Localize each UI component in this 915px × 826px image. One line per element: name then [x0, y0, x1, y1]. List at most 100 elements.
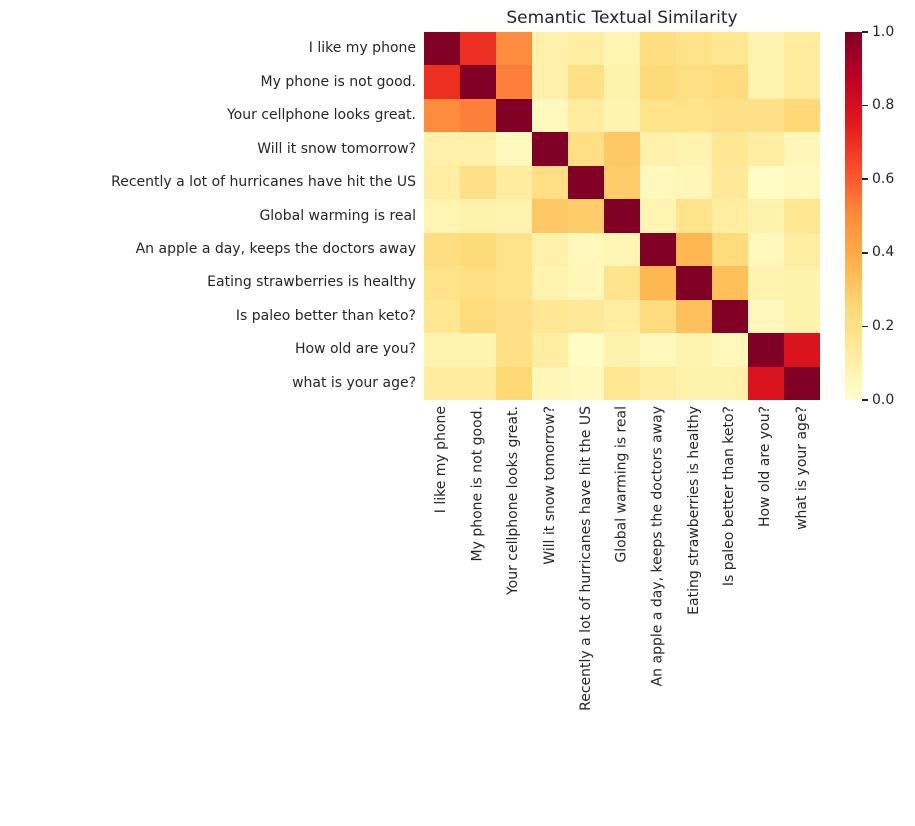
heatmap-cell	[496, 232, 532, 267]
heatmap-cell	[784, 333, 820, 367]
colorbar-tick	[862, 104, 868, 107]
heatmap-cell	[784, 199, 820, 233]
heatmap-cell	[676, 32, 712, 66]
heatmap-cell	[532, 366, 568, 400]
heatmap-cell	[424, 98, 460, 133]
heatmap-cell	[496, 98, 532, 133]
heatmap-cell	[568, 132, 604, 166]
heatmap-cell	[460, 65, 496, 99]
heatmap-cell	[424, 165, 460, 200]
heatmap-cell	[676, 333, 712, 367]
x-tick-label: Recently a lot of hurricanes have hit th…	[577, 406, 594, 711]
heatmap-cell	[676, 199, 712, 233]
colorbar-tick	[862, 31, 868, 33]
x-tick-label: My phone is not good.	[469, 406, 486, 562]
heatmap-cell	[424, 132, 460, 166]
heatmap-cell	[676, 165, 712, 200]
colorbar-tick-label: 0.4	[872, 244, 895, 261]
heatmap-cell	[604, 165, 640, 200]
heatmap-cell	[640, 199, 676, 233]
heatmap-cell	[424, 366, 460, 400]
heatmap-cell	[784, 232, 820, 267]
heatmap-cell	[712, 266, 748, 300]
heatmap-cell	[568, 32, 604, 66]
y-tick-label: How old are you?	[294, 341, 416, 358]
heatmap-cell	[496, 299, 532, 334]
colorbar-tick	[862, 399, 868, 401]
heatmap-cell	[532, 98, 568, 133]
heatmap-cell	[748, 199, 784, 233]
heatmap-cell	[748, 65, 784, 99]
heatmap-cell	[676, 299, 712, 334]
heatmap-cell	[532, 165, 568, 200]
heatmap-cell	[496, 165, 532, 200]
heatmap-cell	[424, 232, 460, 267]
y-tick-label: My phone is not good.	[260, 73, 416, 90]
heatmap-cell	[532, 32, 568, 66]
y-tick-label: Recently a lot of hurricanes have hit th…	[111, 174, 416, 191]
x-tick-label: I like my phone	[433, 406, 450, 514]
heatmap-cell	[604, 232, 640, 267]
heatmap-cell	[640, 32, 676, 66]
heatmap-cell	[496, 266, 532, 300]
heatmap-cell	[460, 132, 496, 166]
heatmap-cell	[532, 132, 568, 166]
y-tick-label: what is your age?	[292, 374, 416, 391]
heatmap-cell	[712, 333, 748, 367]
heatmap-cell	[604, 65, 640, 99]
heatmap-cell	[748, 32, 784, 66]
heatmap-cell	[460, 165, 496, 200]
heatmap-cell	[532, 266, 568, 300]
colorbar-tick	[862, 252, 868, 254]
heatmap-cell	[424, 299, 460, 334]
heatmap-cell	[496, 366, 532, 400]
heatmap-cell	[784, 266, 820, 300]
heatmap-cell	[784, 32, 820, 66]
heatmap-cell	[640, 65, 676, 99]
y-tick-label: Eating strawberries is healthy	[207, 274, 416, 291]
heatmap-cell	[640, 366, 676, 400]
y-tick-label: I like my phone	[308, 40, 416, 57]
heatmap-cell	[460, 232, 496, 267]
heatmap-cell	[532, 333, 568, 367]
colorbar	[845, 32, 862, 400]
heatmap-cell	[712, 232, 748, 267]
heatmap-cell	[640, 165, 676, 200]
heatmap-cell	[784, 366, 820, 400]
heatmap-cell	[496, 199, 532, 233]
heatmap-cell	[496, 65, 532, 99]
heatmap-cell	[568, 165, 604, 200]
heatmap-cell	[676, 132, 712, 166]
heatmap-cell	[784, 299, 820, 334]
heatmap-cell	[532, 232, 568, 267]
colorbar-tick-label: 1.0	[872, 23, 895, 40]
heatmap-cell	[604, 333, 640, 367]
heatmap-cell	[712, 32, 748, 66]
heatmap-cell	[640, 266, 676, 300]
colorbar-tick-label: 0.2	[872, 317, 895, 334]
heatmap-cell	[712, 65, 748, 99]
heatmap-cell	[640, 232, 676, 267]
colorbar-tick-label: 0.6	[872, 170, 895, 187]
y-tick-label: Global warming is real	[259, 207, 416, 224]
heatmap-cell	[604, 32, 640, 66]
heatmap-cell	[676, 232, 712, 267]
heatmap-cell	[532, 299, 568, 334]
heatmap-cell	[604, 299, 640, 334]
heatmap-cell	[784, 132, 820, 166]
colorbar-tick-label: 0.0	[872, 391, 895, 408]
heatmap-cell	[676, 266, 712, 300]
heatmap	[424, 32, 820, 400]
x-tick-label: Will it snow tomorrow?	[541, 406, 558, 565]
heatmap-cell	[532, 65, 568, 99]
heatmap-cell	[712, 199, 748, 233]
heatmap-cell	[460, 199, 496, 233]
heatmap-cell	[712, 132, 748, 166]
heatmap-cell	[640, 132, 676, 166]
heatmap-cell	[784, 65, 820, 99]
colorbar-tick	[862, 325, 868, 328]
heatmap-cell	[676, 65, 712, 99]
heatmap-cell	[712, 366, 748, 400]
heatmap-cell	[604, 266, 640, 300]
x-tick-label: what is your age?	[793, 406, 810, 530]
